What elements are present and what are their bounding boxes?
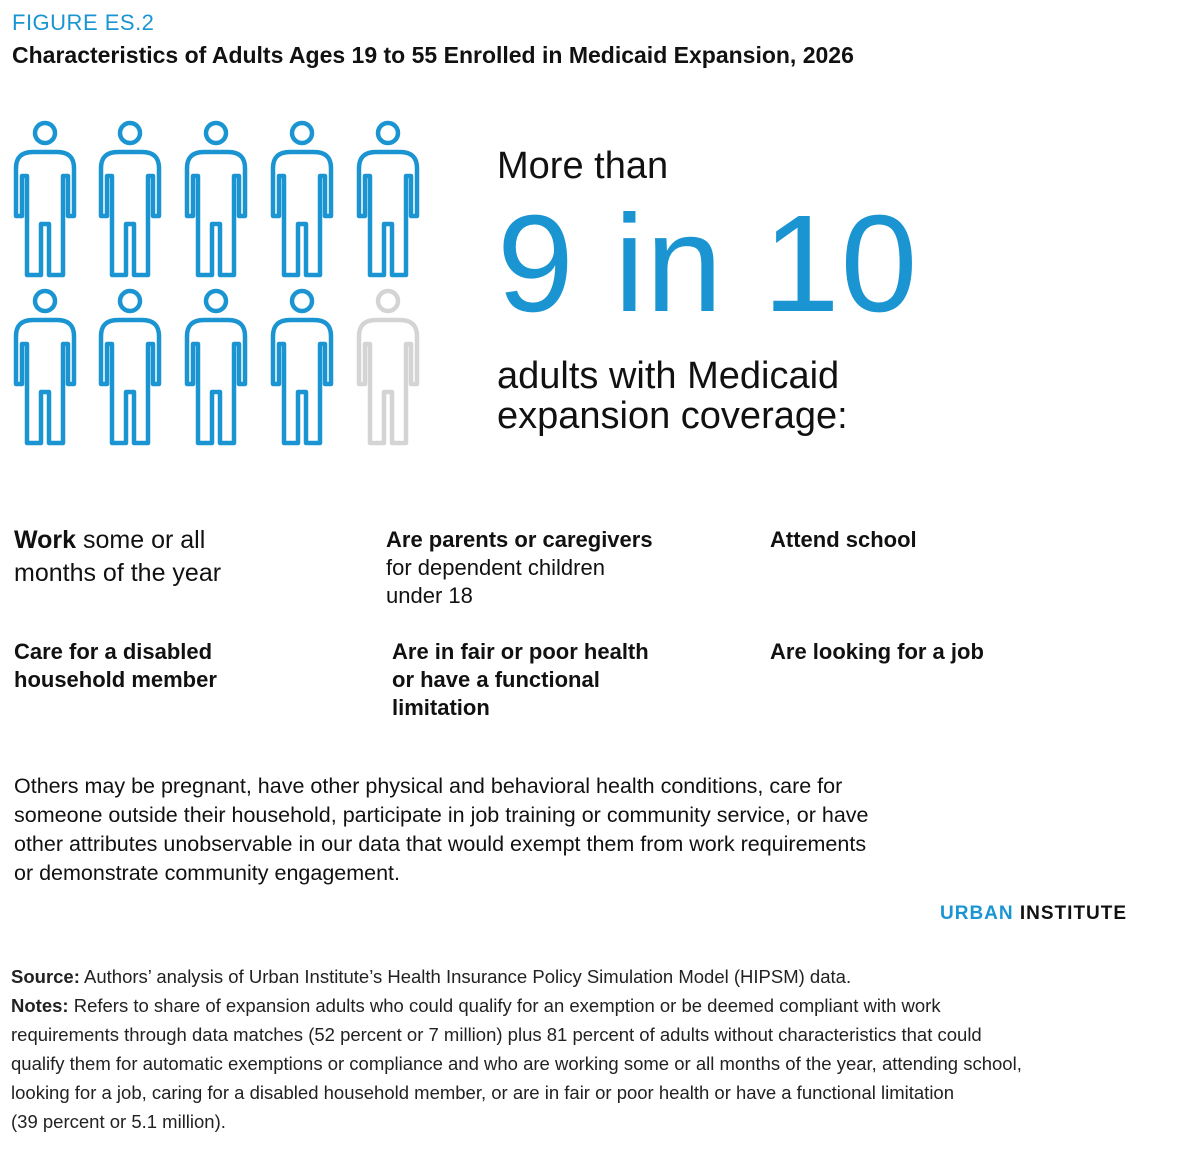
parents-line3: under 18 [386,583,473,608]
person-icon [184,288,248,446]
person-head [203,120,229,146]
figure-label: FIGURE ES.2 [12,10,155,35]
others-line1: Others may be pregnant, have other physi… [14,774,843,798]
headline-sub-line2: expansion coverage: [497,395,848,437]
others-line2: someone outside their household, partici… [14,803,869,827]
source-label: Source: [11,966,80,987]
school-bold: Attend school [770,527,917,552]
job-bold: Are looking for a job [770,639,984,664]
footnotes: Source: Authors’ analysis of Urban Insti… [11,962,1186,1136]
person-icon-highlighted [95,288,165,448]
health-line1: Are in fair or poor health [392,639,649,664]
urban-institute-logo: URBAN INSTITUTE [940,903,1127,925]
characteristic-work: Work some or all months of the year [14,524,344,590]
source-note: Source: Authors’ analysis of Urban Insti… [11,962,1186,991]
person-head [375,288,401,314]
person-icon-highlighted [267,288,337,448]
person-icon [98,288,162,446]
health-line3: limitation [392,695,490,720]
person-icon-highlighted [95,120,165,280]
person-body [356,317,420,446]
others-paragraph: Others may be pregnant, have other physi… [14,772,1024,888]
work-rest1: some or all [76,526,206,554]
characteristic-health: Are in fair or poor health or have a fun… [392,638,732,722]
person-body [356,149,420,278]
person-body [270,149,334,278]
person-head [117,120,143,146]
person-icon-highlighted [267,120,337,280]
person-body [98,317,162,446]
work-bold: Work [14,526,77,554]
characteristic-parents: Are parents or caregivers for dependent … [386,526,726,610]
parents-line2: for dependent children [386,555,605,580]
person-icon [13,120,77,278]
person-body [13,317,77,446]
person-head [289,288,315,314]
notes-note: Notes: Refers to share of expansion adul… [11,991,1186,1020]
brand-urban: URBAN [940,903,1014,924]
figure-title: Characteristics of Adults Ages 19 to 55 … [12,42,854,68]
person-head [32,120,58,146]
care-line2: household member [14,667,217,692]
others-line3: other attributes unobservable in our dat… [14,832,867,856]
person-head [117,288,143,314]
person-icon [98,120,162,278]
person-body [270,317,334,446]
care-line1: Care for a disabled [14,639,213,664]
person-head [375,120,401,146]
person-head [32,288,58,314]
person-icon [270,288,334,446]
person-icon [356,120,420,278]
others-line4: or demonstrate community engagement. [14,861,401,885]
source-text: Authors’ analysis of Urban Institute’s H… [79,966,852,987]
person-body [184,317,248,446]
person-icon [356,288,420,446]
headline-sub-line1: adults with Medicaid [497,355,840,397]
notes-line5: (39 percent or 5.1 million). [11,1111,226,1132]
health-line2: or have a functional [392,667,600,692]
person-head [203,288,229,314]
parents-bold: Are parents or caregivers [386,527,653,552]
person-body [184,149,248,278]
characteristic-school: Attend school [770,526,1110,554]
person-icon [13,288,77,446]
person-icon-highlighted [10,120,80,280]
person-icon [184,120,248,278]
person-body [13,149,77,278]
characteristic-care: Care for a disabled household member [14,638,344,694]
headline-lead: More than [497,145,669,187]
person-icon-highlighted [181,288,251,448]
person-icon-highlighted [353,120,423,280]
brand-institute: INSTITUTE [1013,903,1128,924]
person-body [98,149,162,278]
notes-line3: qualify them for automatic exemptions or… [11,1053,1022,1074]
person-icon-muted [353,288,423,448]
headline-stat: 9 in 10 [497,187,919,341]
notes-line2: requirements through data matches (52 pe… [11,1024,982,1045]
person-icon-highlighted [10,288,80,448]
notes-line1: Refers to share of expansion adults who … [68,995,941,1016]
headline-subtext: adults with Medicaid expansion coverage: [497,356,1097,436]
notes-label: Notes: [11,995,69,1016]
person-head [289,120,315,146]
notes-line4: looking for a job, caring for a disabled… [11,1082,955,1103]
person-icon [270,120,334,278]
characteristic-job: Are looking for a job [770,638,1110,666]
work-rest2: months of the year [14,559,222,587]
people-pictogram [10,120,430,460]
person-icon-highlighted [181,120,251,280]
